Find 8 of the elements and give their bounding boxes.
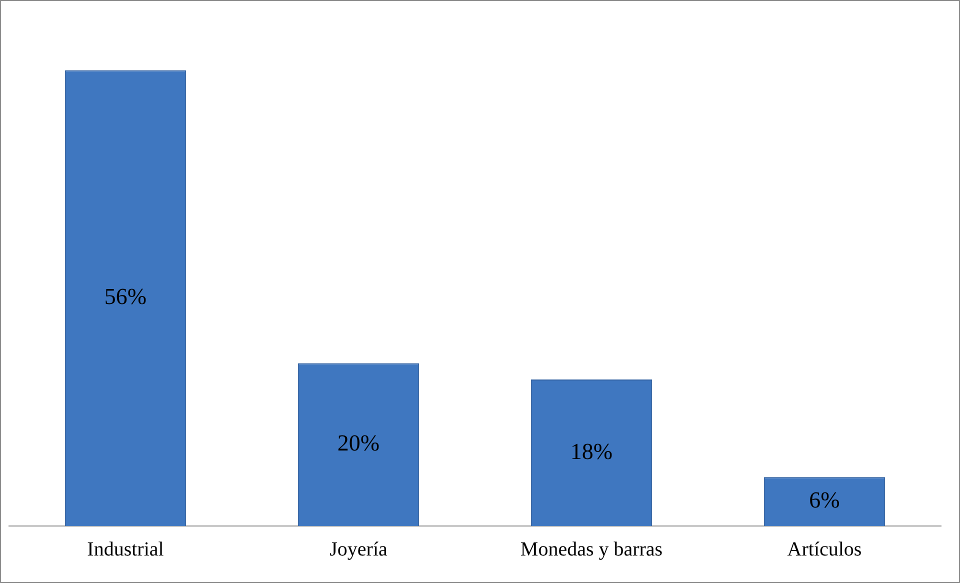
x-tick-label: Monedas y barras [520,538,663,560]
data-label: 6% [809,488,840,513]
x-tick-label: Artículos [787,538,862,560]
data-label: 18% [570,438,613,464]
x-tick-label: Joyería [330,538,388,560]
data-label: 56% [104,284,147,310]
x-tick-label: Industrial [87,538,164,560]
data-label: 20% [337,430,380,456]
